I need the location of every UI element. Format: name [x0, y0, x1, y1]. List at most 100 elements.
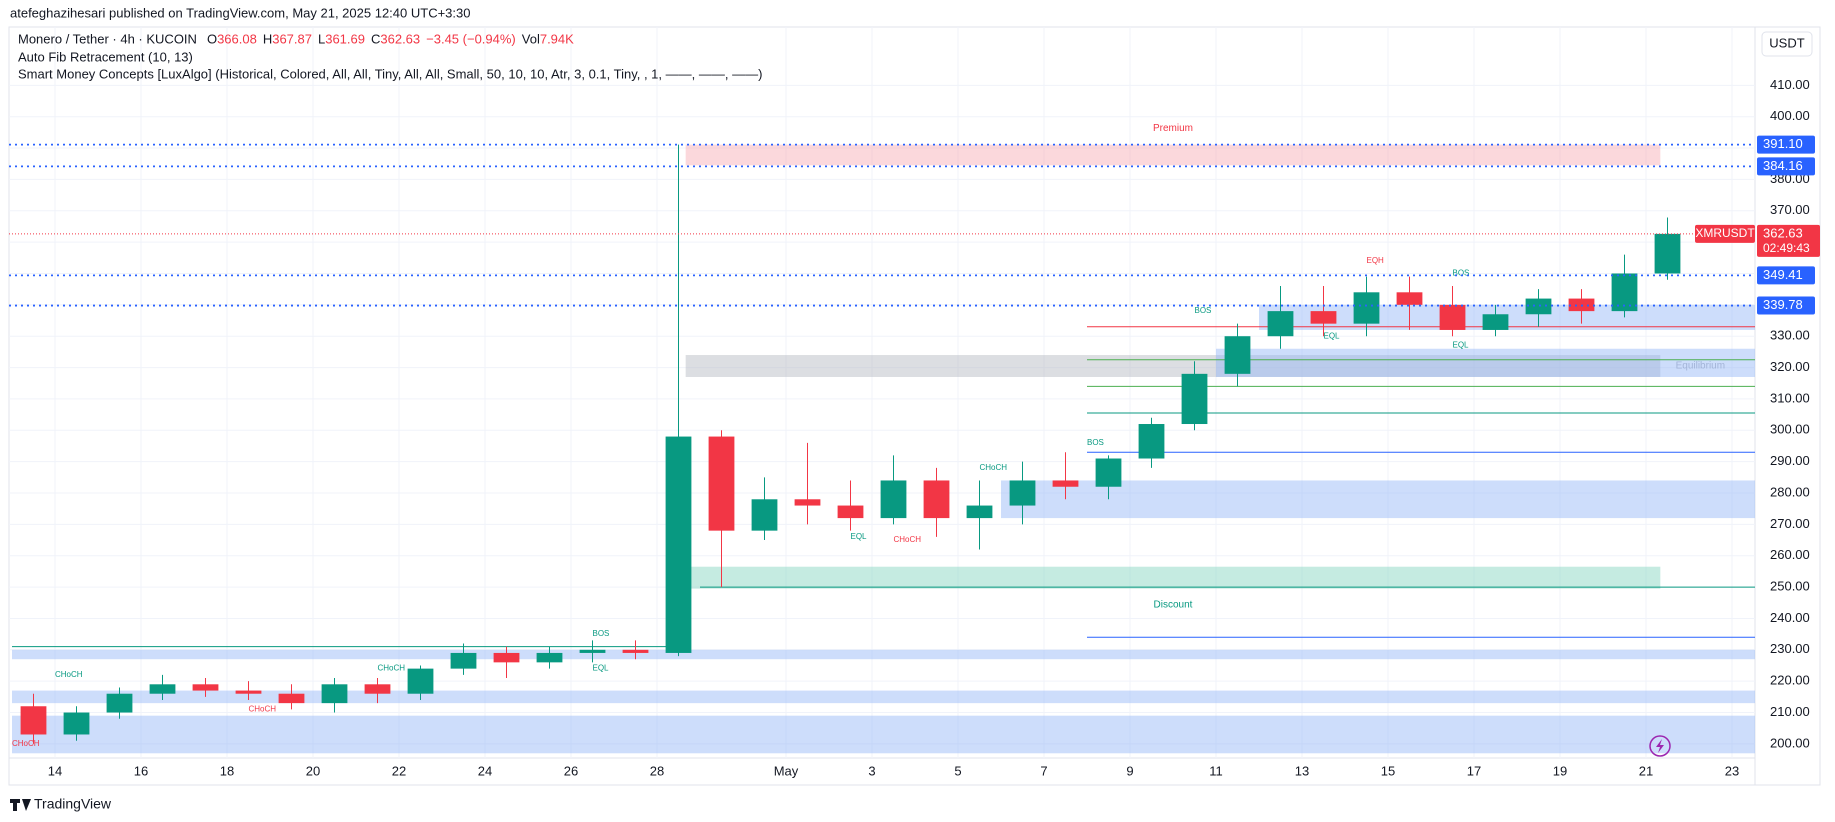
x-tick-label: 16 [134, 763, 148, 778]
plot: Premium Equilibrium Discount CHoCH CHoCH CHoC… [12, 123, 1755, 754]
candle-body [1052, 480, 1079, 487]
ohlc-label: H [263, 31, 272, 46]
x-tick-label: 14 [48, 763, 62, 778]
smc-label: CHoCH [249, 705, 277, 714]
candle-body [192, 684, 219, 691]
zone [1216, 348, 1755, 377]
zone-label: Equilibrium [1676, 361, 1725, 372]
alert-icon[interactable] [1649, 735, 1671, 757]
volume-value: 7.94K [540, 31, 574, 46]
indicator: Smart Money Concepts [LuxAlgo] (Historic… [18, 66, 762, 81]
y-tick-label: 280.00 [1770, 484, 1810, 499]
candle-body [622, 649, 649, 653]
ohlc-value: 366.08 [217, 31, 257, 46]
candle-body [1353, 292, 1380, 324]
price-badge [1757, 266, 1815, 285]
smc-label: CHoCH [378, 664, 406, 673]
candle-body [1396, 292, 1423, 305]
x-tick-label: 18 [220, 763, 234, 778]
candle-body [364, 684, 391, 694]
y-tick-label: 210.00 [1770, 704, 1810, 719]
symbol-badge-label: XMRUSDT [1695, 226, 1755, 240]
indicator: Auto Fib Retracement (10, 13) [18, 49, 193, 64]
smc-label: BOS [1087, 438, 1104, 447]
frame [8, 26, 1821, 786]
price-badge [1757, 296, 1815, 315]
currency[interactable]: USDT [1769, 35, 1804, 50]
x-tick-label: 23 [1725, 763, 1739, 778]
x-tick-label: 3 [868, 763, 875, 778]
smc-label: EQL [851, 532, 868, 541]
ohlc-label: L [318, 31, 325, 46]
y-tick-label: 230.00 [1770, 641, 1810, 656]
price-badge-label: 349.41 [1763, 267, 1803, 282]
candle-body [278, 693, 305, 704]
alert-bolt [1656, 739, 1664, 753]
zone-label: Discount [1154, 599, 1193, 610]
x-tick-label: 21 [1639, 763, 1653, 778]
price-badge-label: 384.16 [1763, 158, 1803, 173]
y-tick-label: 300.00 [1770, 422, 1810, 437]
candle-body [1482, 314, 1509, 330]
candle-body [966, 505, 993, 519]
y-tick-label: 220.00 [1770, 673, 1810, 688]
candle-body [20, 706, 47, 735]
candle-body [1310, 311, 1337, 324]
y-tick-label: 290.00 [1770, 453, 1810, 468]
candle-body [321, 684, 348, 704]
zone [685, 355, 1661, 377]
smc-label: BOS [1453, 269, 1470, 278]
candle-body [450, 652, 477, 669]
ohlc-value: 362.63 [380, 31, 420, 46]
smc-label: EQL [1324, 331, 1341, 340]
candle-body [1267, 311, 1294, 337]
y-tick-label: 250.00 [1770, 579, 1810, 594]
x-tick-label: 20 [306, 763, 320, 778]
x-tick-label: 17 [1467, 763, 1481, 778]
y-tick-label: 240.00 [1770, 610, 1810, 625]
candle-body [1439, 304, 1466, 330]
smc-label: CHoCH [980, 463, 1008, 472]
price-badge [1757, 157, 1815, 176]
y-tick-label: 330.00 [1770, 328, 1810, 343]
candle-body [751, 499, 778, 531]
x-tick-label: 11 [1209, 763, 1223, 778]
zone [685, 566, 1661, 589]
x-tick-label: 28 [650, 763, 664, 778]
zone [12, 690, 1755, 704]
candle-body [407, 668, 434, 694]
candle-body [794, 499, 821, 506]
price-badge-label: 391.10 [1763, 136, 1803, 151]
candle-body [536, 652, 563, 663]
last-price-badge [1757, 224, 1820, 257]
x-tick-label: 24 [478, 763, 492, 778]
ohlc-value: 367.87 [272, 31, 312, 46]
price-badge-label: 339.78 [1763, 297, 1803, 312]
grid [9, 27, 1755, 758]
logo: TradingView [34, 796, 112, 812]
ohlc-value: −3.45 (−0.94%) [426, 31, 516, 46]
smc-label: EQH [1367, 256, 1385, 265]
candle-body [1009, 480, 1036, 506]
x-tick-label: 9 [1126, 763, 1133, 778]
x-tick-label: 13 [1295, 763, 1309, 778]
logo-mark [10, 799, 31, 811]
zone [1001, 480, 1755, 519]
y-tick-label: 320.00 [1770, 359, 1810, 374]
candle-body [235, 690, 262, 694]
y-tick-label: 310.00 [1770, 390, 1810, 405]
candle-body [1181, 373, 1208, 425]
last-price-label: 362.63 [1763, 225, 1803, 240]
candle-body [106, 693, 133, 713]
candle-body [837, 505, 864, 519]
currency-button[interactable] [1761, 31, 1813, 57]
candle-body [880, 480, 907, 519]
zone [12, 649, 1755, 660]
zone-label: Premium [1153, 123, 1193, 134]
y-tick-label: 410.00 [1770, 77, 1810, 92]
x-tick-label: May [774, 763, 799, 778]
smc-label: CHoCH [12, 739, 40, 748]
candle-body [665, 436, 692, 653]
smc-label: BOS [593, 629, 610, 638]
